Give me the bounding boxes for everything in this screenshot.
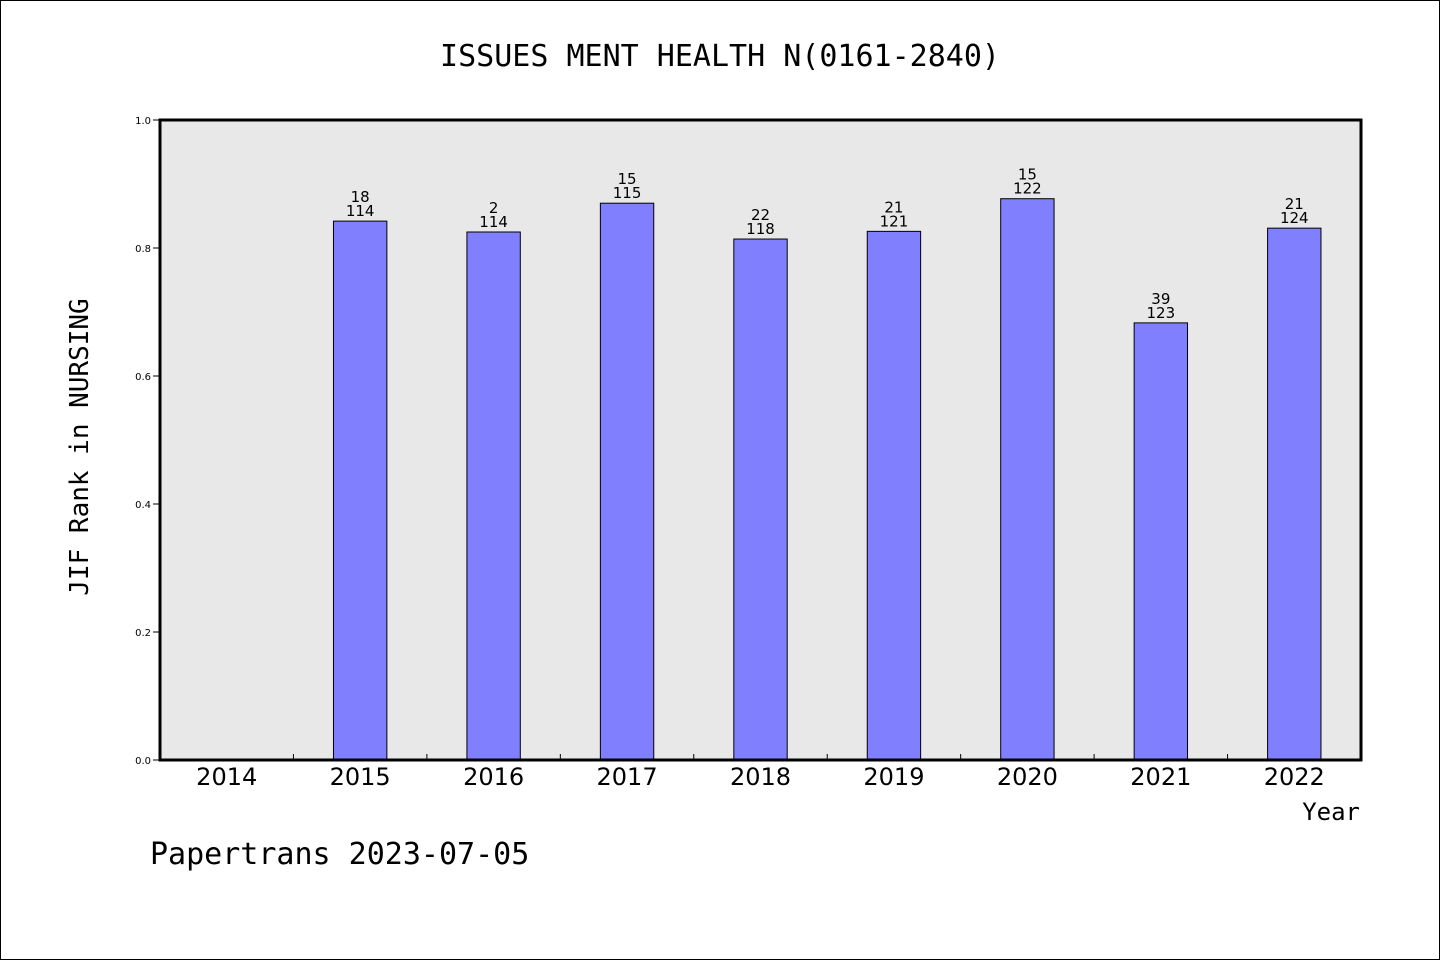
y-tick-label: 0.8: [135, 244, 151, 255]
axis-ticks: 0.0 0.2 0.4 0.6 0.8 1.0 2014 2015 2016 2017 2018 20…: [135, 116, 1325, 791]
y-tick-label: 0.6: [135, 372, 151, 383]
data-label-rank: 15: [618, 170, 637, 188]
bar-2020: [1000, 198, 1055, 761]
x-tick-label: 2014: [196, 763, 257, 791]
data-label-rank: 21: [1285, 195, 1304, 213]
data-label-rank: 22: [751, 206, 770, 224]
bar-2021: [1133, 322, 1189, 761]
y-tick-label: 0.4: [135, 500, 151, 511]
x-tick-label: 2016: [463, 763, 524, 791]
data-label-total: 124: [1280, 209, 1309, 227]
x-tick-label: 2022: [1264, 763, 1325, 791]
chart-title: ISSUES MENT HEALTH N(0161-2840): [440, 39, 1000, 74]
bar-2017: [599, 202, 655, 761]
data-label-rank: 21: [884, 198, 903, 216]
footer-credit: Papertrans 2023-07-05: [150, 837, 529, 872]
bar-2015: [332, 220, 388, 761]
y-tick-label: 0.2: [135, 628, 151, 639]
data-label-total: 114: [346, 202, 375, 220]
x-tick-label: 2018: [730, 763, 791, 791]
data-label-rank: 15: [1018, 166, 1037, 184]
data-label-total: 114: [479, 213, 508, 231]
bar-2016: [466, 231, 521, 761]
y-axis-label: JIF Rank in NURSING: [65, 298, 95, 595]
x-tick-label: 2015: [330, 763, 391, 791]
x-tick-label: 2017: [597, 763, 658, 791]
x-tick-label: 2019: [863, 763, 924, 791]
plot-border: [158, 118, 1363, 762]
bar-2019: [866, 230, 922, 761]
data-label-rank: 18: [351, 188, 370, 206]
bar-2018: [733, 238, 788, 761]
data-label-total: 123: [1147, 304, 1176, 322]
x-tick-label: 2020: [997, 763, 1058, 791]
y-tick-label: 0.0: [135, 756, 151, 767]
y-tick-label: 1.0: [135, 116, 151, 127]
data-label-rank: 39: [1151, 290, 1170, 308]
bars: [332, 198, 1322, 761]
data-label-total: 115: [613, 184, 642, 202]
data-label-total: 118: [746, 220, 775, 238]
data-label-total: 122: [1013, 180, 1042, 198]
bar-2022: [1267, 227, 1322, 761]
data-label-total: 121: [880, 212, 909, 230]
x-axis-label: Year: [1302, 798, 1360, 826]
x-tick-label: 2021: [1130, 763, 1191, 791]
data-label-rank: 2: [489, 199, 499, 217]
